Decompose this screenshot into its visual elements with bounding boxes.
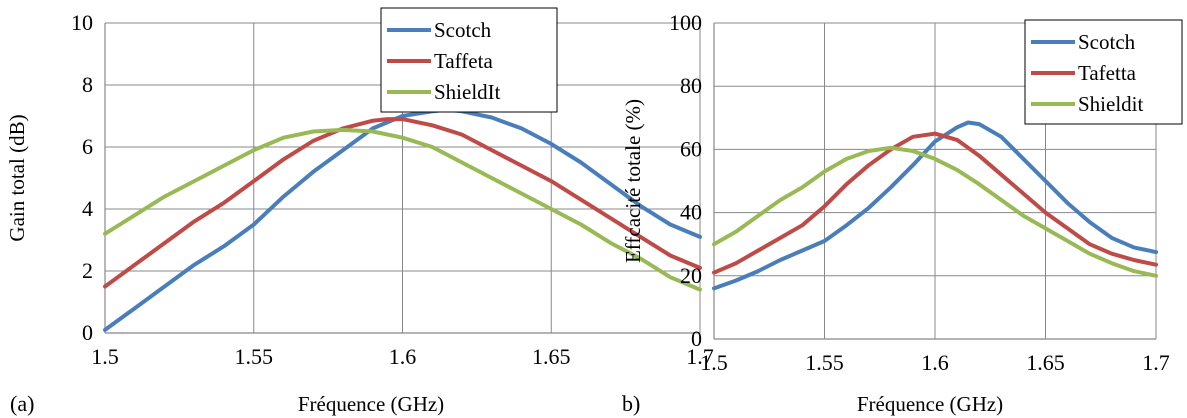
panel-label: (a) bbox=[10, 391, 34, 416]
y-tick-label: 8 bbox=[82, 72, 93, 97]
series-line-shieldit bbox=[103, 127, 702, 292]
legend-label: ShieldIt bbox=[434, 80, 501, 104]
x-tick-label: 1.5 bbox=[700, 350, 728, 375]
y-tick-label: 2 bbox=[82, 258, 93, 283]
chart-panel-1: 0 2 4 6 8 10 1.5 1.55 1.6 1.65 1.7 Scotch Taffeta Shi… bbox=[5, 7, 714, 416]
legend-label: Taffeta bbox=[434, 49, 493, 73]
series-line-scotch bbox=[712, 120, 1158, 291]
x-tick-label: 1.5 bbox=[91, 344, 119, 369]
x-axis-label: Fréquence (GHz) bbox=[298, 392, 444, 416]
y-tick-label: 60 bbox=[680, 136, 702, 161]
x-tick-label: 1.55 bbox=[805, 350, 844, 375]
y-tick-label: 0 bbox=[691, 326, 702, 351]
x-axis-label: Fréquence (GHz) bbox=[857, 392, 1003, 416]
x-tick-label: 1.6 bbox=[389, 344, 417, 369]
series-line-shieldit bbox=[712, 145, 1158, 278]
y-axis-label: Effcacité totale (%) bbox=[621, 99, 645, 263]
y-tick-label: 80 bbox=[680, 73, 702, 98]
y-tick-label: 20 bbox=[680, 263, 702, 288]
y-tick-label: 40 bbox=[680, 200, 702, 225]
y-tick-label: 6 bbox=[82, 134, 93, 159]
y-tick-label: 10 bbox=[71, 10, 93, 35]
y-tick-label: 4 bbox=[82, 196, 93, 221]
x-tick-label: 1.7 bbox=[1142, 350, 1170, 375]
legend-label: Shieldit bbox=[1078, 92, 1144, 116]
legend-label: Scotch bbox=[1078, 30, 1136, 54]
x-tick-label: 1.55 bbox=[235, 344, 274, 369]
x-tick-label: 1.65 bbox=[532, 344, 571, 369]
legend-label: Scotch bbox=[434, 18, 492, 42]
panel-label: b) bbox=[622, 391, 640, 416]
chart-panel-2: 0 20 40 60 80 100 1.5 1.55 1.6 1.65 1.7 Scotch Tafet… bbox=[621, 10, 1183, 416]
y-axis-label: Gain total (dB) bbox=[5, 114, 29, 241]
series-line-taffeta bbox=[103, 117, 702, 289]
series-line-scotch bbox=[103, 107, 702, 332]
series-line-tafetta bbox=[712, 131, 1158, 275]
x-tick-label: 1.6 bbox=[921, 350, 949, 375]
y-tick-label: 0 bbox=[82, 320, 93, 345]
x-tick-label: 1.7 bbox=[686, 344, 714, 369]
x-tick-label: 1.65 bbox=[1026, 350, 1065, 375]
legend-label: Tafetta bbox=[1078, 61, 1137, 85]
y-tick-label: 100 bbox=[669, 10, 702, 35]
